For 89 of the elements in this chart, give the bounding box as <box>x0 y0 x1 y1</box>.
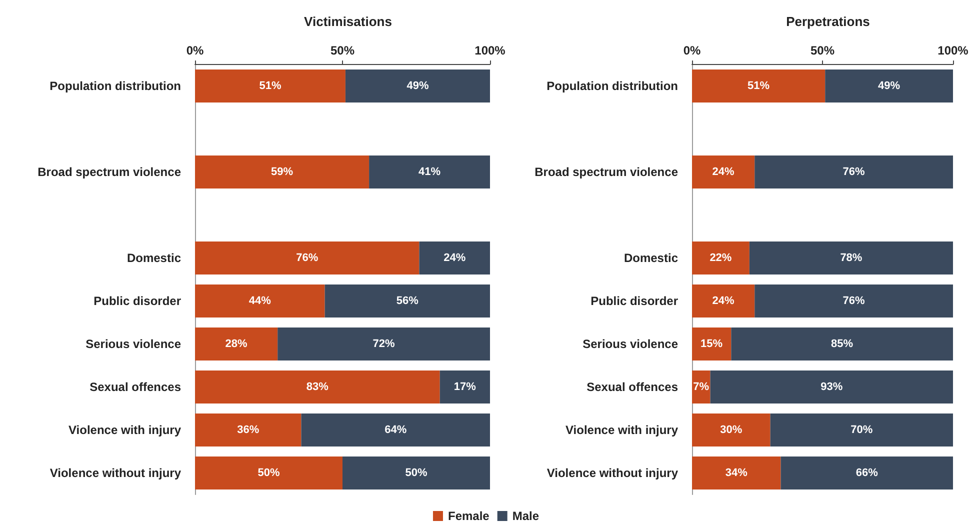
data-label: 24% <box>444 252 466 264</box>
x-tick-label: 0% <box>683 44 701 58</box>
bar <box>195 370 440 404</box>
x-tick-label: 50% <box>330 44 355 58</box>
data-label: 17% <box>454 381 476 393</box>
bar <box>692 328 732 360</box>
data-label: 51% <box>259 80 282 92</box>
y-tick-label: Serious violence <box>582 337 678 351</box>
legend-label: Female <box>448 509 490 523</box>
legend-label: Male <box>512 509 540 523</box>
data-label: 76% <box>842 295 866 307</box>
bar <box>692 242 750 274</box>
data-label: 59% <box>271 166 294 178</box>
data-label: 56% <box>396 295 419 307</box>
bar <box>301 414 490 446</box>
data-label: 78% <box>840 252 862 264</box>
bar <box>692 414 770 446</box>
bar <box>692 456 781 490</box>
data-label: 76% <box>296 252 318 264</box>
bar <box>369 156 490 188</box>
bar <box>754 284 953 318</box>
y-tick-label: Domestic <box>126 251 182 265</box>
bar <box>754 156 953 188</box>
y-tick-label: Violence without injury <box>50 466 182 480</box>
data-label: 49% <box>878 80 900 92</box>
x-tick-label: 100% <box>938 44 969 58</box>
bar <box>195 414 302 446</box>
x-tick-label: 50% <box>810 44 835 58</box>
data-label: 70% <box>850 424 873 436</box>
data-label: 15% <box>700 338 723 350</box>
data-label: 28% <box>225 338 248 350</box>
bar <box>440 370 490 404</box>
bar <box>195 70 346 102</box>
x-tick-label: 0% <box>186 44 204 58</box>
bar <box>278 328 490 360</box>
data-label: 51% <box>748 80 770 92</box>
y-tick-label: Domestic <box>624 251 678 265</box>
data-label: 30% <box>720 424 742 436</box>
bar <box>710 370 953 404</box>
y-tick-label: Sexual offences <box>90 380 182 394</box>
bar <box>345 70 490 102</box>
bar <box>825 70 953 102</box>
data-label: 24% <box>712 166 735 178</box>
y-tick-label: Serious violence <box>86 337 182 351</box>
bar <box>342 456 490 490</box>
y-tick-label: Sexual offences <box>586 380 678 394</box>
y-tick-label: Violence with injury <box>68 423 182 437</box>
y-tick-label: Violence without injury <box>546 466 678 480</box>
y-tick-label: Violence with injury <box>566 423 678 437</box>
data-label: 22% <box>710 252 732 264</box>
bar <box>692 284 755 318</box>
chart-title: Victimisations <box>304 14 392 29</box>
data-label: 64% <box>384 424 407 436</box>
bar <box>324 284 490 318</box>
data-label: 44% <box>248 295 272 307</box>
data-label: 41% <box>418 166 441 178</box>
data-label: 93% <box>820 381 843 393</box>
bar <box>749 242 953 274</box>
bar <box>731 328 953 360</box>
data-label: 49% <box>406 80 429 92</box>
chart-title: Perpetrations <box>786 14 870 29</box>
data-label: 34% <box>725 467 748 479</box>
data-label: 50% <box>405 467 428 479</box>
data-label: 83% <box>306 381 329 393</box>
data-label: 36% <box>237 424 260 436</box>
data-label: 24% <box>712 295 735 307</box>
bar <box>692 70 826 102</box>
bar <box>770 414 953 446</box>
data-label: 76% <box>842 166 866 178</box>
bar <box>195 328 278 360</box>
bar <box>195 156 370 188</box>
y-tick-label: Broad spectrum violence <box>534 165 678 179</box>
y-tick-label: Population distribution <box>50 79 181 93</box>
bar <box>780 456 953 490</box>
bar <box>419 242 490 274</box>
data-label: 85% <box>831 338 854 350</box>
y-tick-label: Public disorder <box>94 294 182 308</box>
data-label: 72% <box>372 338 396 350</box>
data-label: 50% <box>258 467 280 479</box>
y-tick-label: Public disorder <box>590 294 678 308</box>
y-tick-label: Population distribution <box>546 79 678 93</box>
bar <box>195 242 420 274</box>
bar <box>195 456 342 490</box>
data-label: 7% <box>693 381 710 393</box>
y-tick-label: Broad spectrum violence <box>38 165 182 179</box>
x-tick-label: 100% <box>474 44 506 58</box>
bar <box>692 156 755 188</box>
data-label: 66% <box>856 467 878 479</box>
bar <box>195 284 325 318</box>
